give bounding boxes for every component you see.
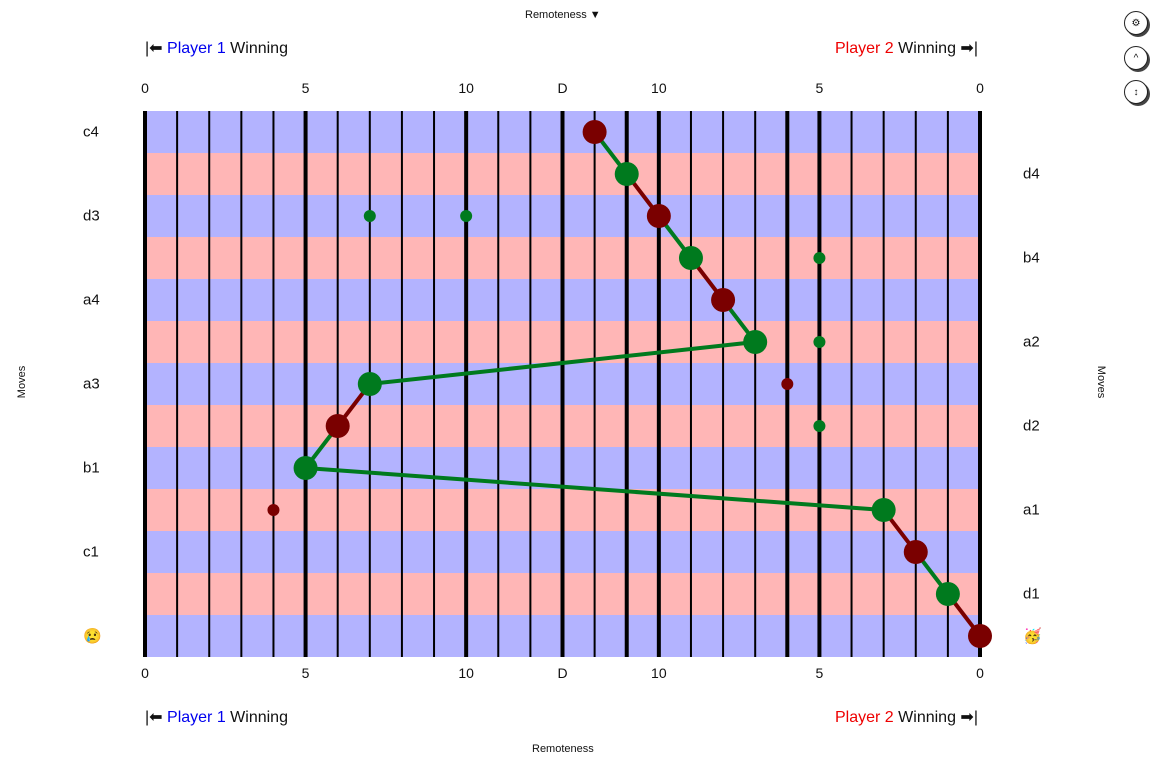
top-player2-legend: Player 2 Winning ➡| [835, 38, 978, 58]
left-move-label: a3 [83, 375, 100, 393]
bottom-player1-legend: |⬅ Player 1 Winning [145, 707, 288, 727]
alternative-move-dot [460, 210, 473, 222]
player2-name: Player 2 [835, 709, 894, 726]
alternative-move-dot [267, 504, 280, 516]
right-move-label: 🥳 [1023, 628, 1042, 645]
x-tick-label: 10 [458, 665, 474, 681]
path-position-dot [325, 414, 350, 438]
left-move-label: 😢 [83, 628, 102, 645]
right-end-arrow-icon: ➡| [960, 40, 978, 57]
left-move-label: d3 [83, 207, 100, 225]
updown-arrow-icon[interactable]: ↕ [1124, 80, 1148, 104]
left-move-label: c4 [83, 123, 99, 141]
path-segment [369, 340, 756, 386]
path-position-dot [935, 582, 960, 606]
path-position-dot [582, 120, 607, 144]
player1-winning-label: Winning [230, 709, 288, 726]
right-move-label: b4 [1023, 249, 1040, 267]
path-position-dot [968, 624, 992, 648]
gear-icon[interactable]: ⚙ [1124, 11, 1148, 35]
player2-name: Player 2 [835, 40, 894, 57]
path-position-dot [293, 456, 318, 480]
player1-winning-label: Winning [230, 40, 288, 57]
x-tick-label: 0 [141, 80, 149, 96]
path-position-dot [711, 288, 736, 312]
x-tick-label: 10 [458, 80, 474, 96]
right-move-label: d1 [1023, 585, 1040, 603]
right-move-label: a2 [1023, 333, 1040, 351]
x-tick-label: 0 [141, 665, 149, 681]
x-tick-label: 5 [301, 80, 310, 96]
player2-winning-label: Winning [898, 709, 956, 726]
right-move-label: d4 [1023, 165, 1040, 183]
player2-winning-label: Winning [898, 40, 956, 57]
path-position-dot [357, 372, 382, 396]
path-position-dot [614, 162, 639, 186]
x-tick-label: 5 [815, 665, 824, 681]
left-move-label: c1 [83, 543, 99, 561]
path-position-dot [903, 540, 928, 564]
x-tick-label: 10 [651, 665, 667, 681]
right-end-arrow-icon: ➡| [960, 709, 978, 726]
path-position-dot [871, 498, 896, 522]
left-end-arrow-icon: |⬅ [145, 709, 163, 726]
alternative-move-dot [813, 336, 826, 348]
path-segment [305, 466, 884, 512]
x-tick-label: 0 [976, 665, 984, 681]
player1-name: Player 1 [167, 709, 226, 726]
right-move-label: d2 [1023, 417, 1040, 435]
x-tick-label: 5 [301, 665, 310, 681]
x-tick-label: 10 [651, 80, 667, 96]
x-tick-label: D [557, 80, 568, 96]
x-tick-label: D [557, 665, 568, 681]
player1-name: Player 1 [167, 40, 226, 57]
remoteness-footer-label: Remoteness [532, 743, 594, 755]
top-player1-legend: |⬅ Player 1 Winning [145, 38, 288, 58]
left-move-label: a4 [83, 291, 100, 309]
path-position-dot [743, 330, 768, 354]
x-tick-label: 5 [815, 80, 824, 96]
left-move-label: b1 [83, 459, 100, 477]
right-move-label: a1 [1023, 501, 1040, 519]
alternative-move-dot [813, 420, 826, 432]
bottom-player2-legend: Player 2 Winning ➡| [835, 707, 978, 727]
remoteness-sort-header[interactable]: Remoteness ▼ [525, 9, 601, 21]
x-tick-label: 0 [976, 80, 984, 96]
left-end-arrow-icon: |⬅ [145, 40, 163, 57]
path-position-dot [646, 204, 671, 228]
alternative-move-dot [363, 210, 376, 222]
alternative-move-dot [813, 252, 826, 264]
path-position-dot [678, 246, 703, 270]
caret-up-icon[interactable]: ^ [1124, 46, 1148, 70]
alternative-move-dot [781, 378, 794, 390]
